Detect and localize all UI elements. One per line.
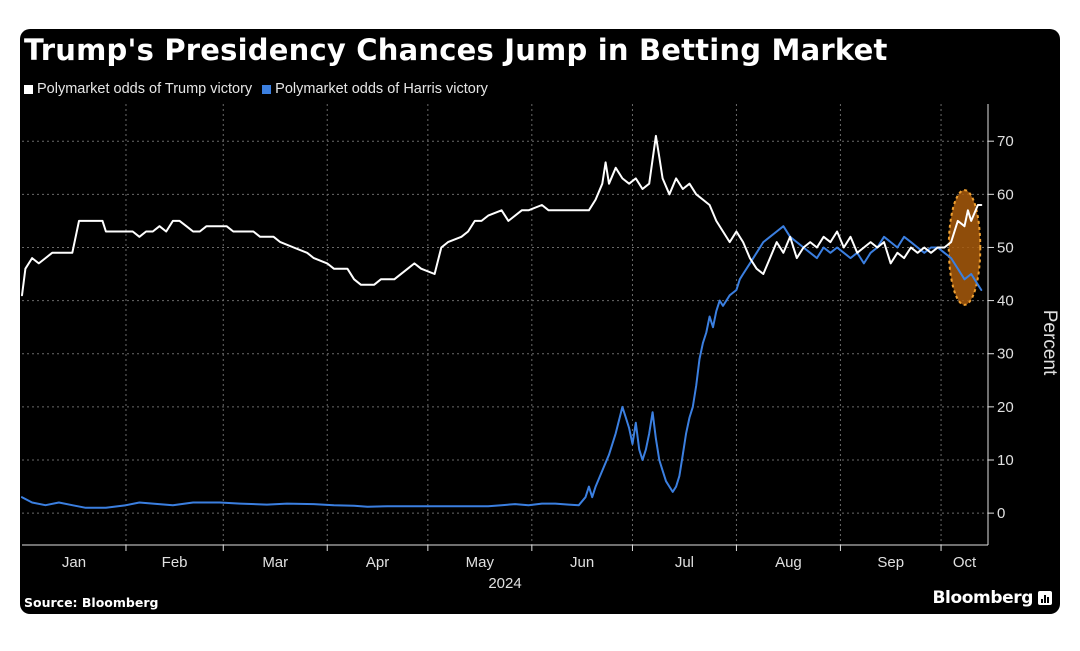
chart-title: Trump's Presidency Chances Jump in Betti… — [24, 33, 888, 67]
y-tick-label: 50 — [997, 239, 1014, 256]
brand-name: Bloomberg — [932, 588, 1033, 608]
x-tick-label: Jun — [570, 554, 594, 571]
highlight-ellipse — [947, 189, 982, 306]
x-axis-title: 2024 — [488, 575, 521, 592]
x-tick-label: Sep — [877, 554, 904, 571]
harris-line — [21, 225, 983, 509]
legend-swatch-trump — [24, 84, 33, 94]
trump-line — [21, 134, 983, 297]
x-tick-label: Mar — [262, 554, 288, 571]
y-axis-title: Percent — [1039, 310, 1060, 376]
chart-legend: Polymarket odds of Trump victory Polymar… — [24, 81, 488, 97]
x-tick-label: Aug — [775, 554, 802, 571]
y-tick-label: 40 — [997, 293, 1014, 310]
bloomberg-chart-icon — [1038, 591, 1052, 605]
legend-label-trump: Polymarket odds of Trump victory — [37, 81, 253, 97]
y-tick-label: 70 — [997, 133, 1014, 150]
legend-swatch-harris — [262, 84, 272, 94]
legend-item-trump: Polymarket odds of Trump victory — [24, 81, 252, 97]
x-tick-label: Apr — [366, 554, 389, 571]
y-tick-label: 20 — [997, 399, 1014, 416]
y-tick-label: 0 — [997, 505, 1005, 522]
chart-card: Trump's Presidency Chances Jump in Betti… — [20, 29, 1060, 614]
legend-item-harris: Polymarket odds of Harris victory — [262, 81, 488, 97]
x-tick-label: Jul — [675, 554, 694, 571]
x-tick-label: Oct — [953, 554, 977, 571]
y-tick-label: 10 — [997, 452, 1014, 469]
y-tick-label: 60 — [997, 186, 1014, 203]
x-tick-label: May — [466, 554, 495, 571]
x-tick-label: Feb — [162, 554, 188, 571]
line-chart: 0 10 20 30 40 50 60 70 Jan Feb Mar Apr May Jun Jul Aug S… — [21, 104, 1060, 592]
y-tick-label: 30 — [997, 346, 1014, 363]
bloomberg-logo: Bloomberg — [932, 588, 1052, 608]
x-tick-label: Jan — [62, 554, 86, 571]
source-note: Source: Bloomberg — [24, 595, 159, 610]
legend-label-harris: Polymarket odds of Harris victory — [275, 81, 488, 97]
